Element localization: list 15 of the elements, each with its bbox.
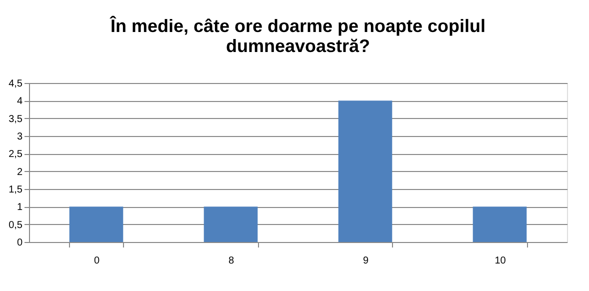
- x-tick-label: 8: [228, 256, 234, 266]
- y-tick-label: 0,5: [8, 220, 23, 231]
- x-tick-label: 10: [494, 256, 506, 266]
- y-tick-label: 3: [16, 132, 23, 142]
- x-tick-label: 0: [94, 256, 100, 266]
- y-tick-label: 2,5: [8, 149, 23, 160]
- y-tick-label: 3,5: [8, 114, 23, 125]
- y-tick-label: 1: [16, 202, 23, 214]
- y-tick-label: 4,5: [8, 78, 23, 90]
- chart-title: În medie, câte ore doarme pe noapte copilul dumneavoastră?: [109, 15, 486, 56]
- y-tick-label: 0: [16, 238, 23, 248]
- x-tick-label: 9: [362, 256, 369, 266]
- y-tick-label: 2: [16, 166, 23, 178]
- y-tick-label: 1,5: [8, 184, 23, 196]
- y-tick-label: 4: [16, 96, 23, 108]
